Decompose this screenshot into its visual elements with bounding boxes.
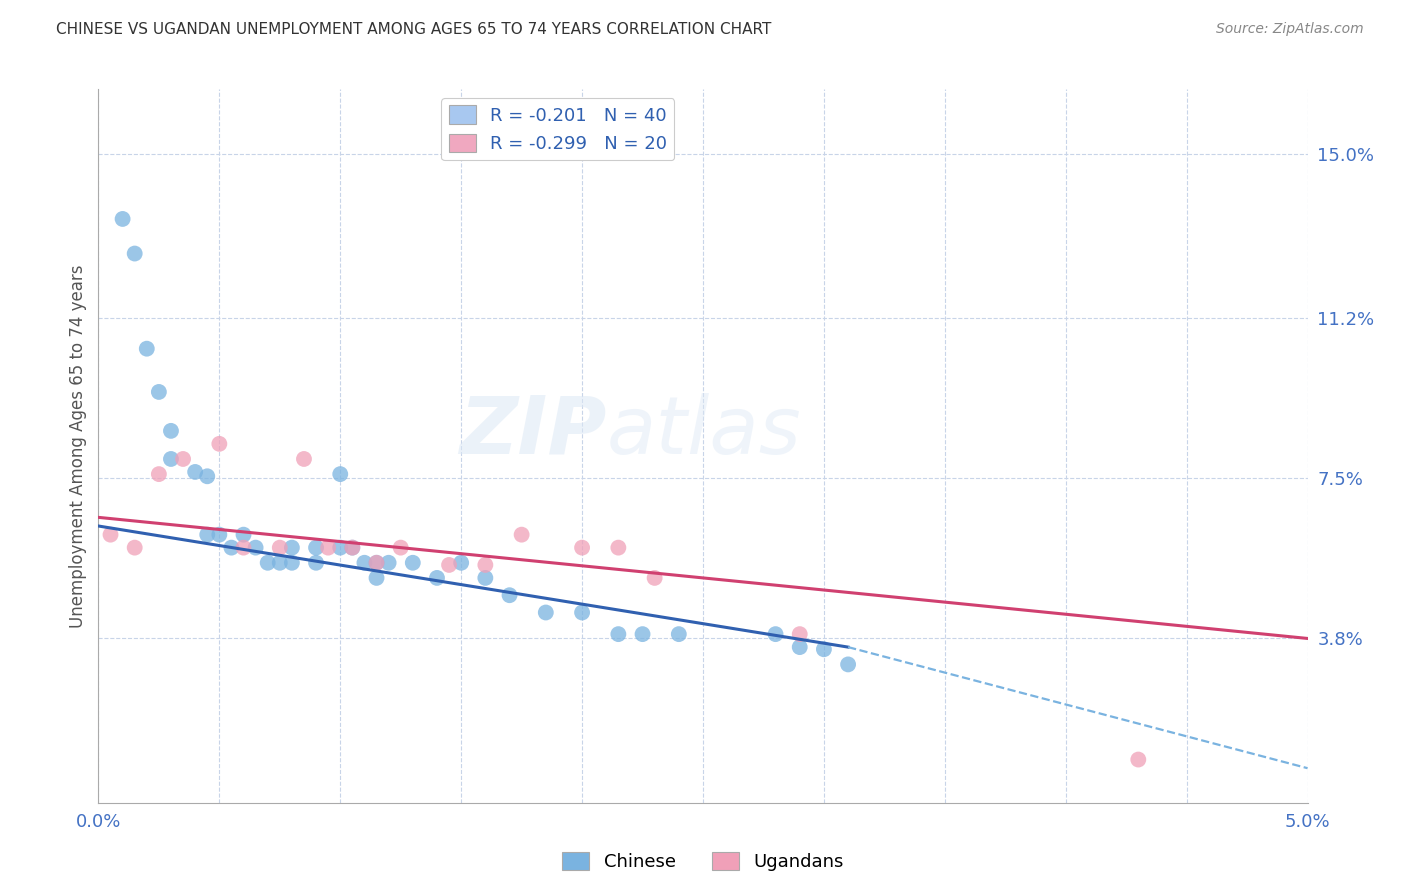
Point bbox=[571, 541, 593, 555]
Point bbox=[668, 627, 690, 641]
Point bbox=[402, 556, 425, 570]
Point bbox=[184, 465, 207, 479]
Point bbox=[160, 424, 183, 438]
Point bbox=[281, 556, 304, 570]
Point bbox=[100, 527, 122, 541]
Point bbox=[426, 571, 449, 585]
Point bbox=[474, 558, 496, 572]
Point bbox=[256, 556, 278, 570]
Text: Source: ZipAtlas.com: Source: ZipAtlas.com bbox=[1216, 22, 1364, 37]
Point bbox=[813, 642, 835, 657]
Point bbox=[221, 541, 243, 555]
Point bbox=[366, 571, 388, 585]
Point bbox=[135, 342, 157, 356]
Point bbox=[377, 556, 399, 570]
Point bbox=[124, 246, 146, 260]
Text: CHINESE VS UGANDAN UNEMPLOYMENT AMONG AGES 65 TO 74 YEARS CORRELATION CHART: CHINESE VS UGANDAN UNEMPLOYMENT AMONG AG… bbox=[56, 22, 772, 37]
Point bbox=[208, 437, 231, 451]
Point bbox=[450, 556, 472, 570]
Y-axis label: Unemployment Among Ages 65 to 74 years: Unemployment Among Ages 65 to 74 years bbox=[69, 264, 87, 628]
Point bbox=[195, 469, 218, 483]
Point bbox=[172, 452, 194, 467]
Point bbox=[232, 527, 254, 541]
Point bbox=[644, 571, 666, 585]
Legend: Chinese, Ugandans: Chinese, Ugandans bbox=[555, 845, 851, 879]
Point bbox=[474, 571, 496, 585]
Point bbox=[208, 527, 231, 541]
Point bbox=[269, 556, 291, 570]
Point bbox=[329, 541, 352, 555]
Point bbox=[631, 627, 654, 641]
Point bbox=[305, 556, 328, 570]
Point bbox=[607, 541, 630, 555]
Legend: R = -0.201   N = 40, R = -0.299   N = 20: R = -0.201 N = 40, R = -0.299 N = 20 bbox=[441, 98, 675, 161]
Point bbox=[148, 467, 170, 482]
Point bbox=[329, 467, 352, 482]
Point bbox=[305, 541, 328, 555]
Point bbox=[148, 384, 170, 399]
Point bbox=[281, 541, 304, 555]
Point bbox=[316, 541, 339, 555]
Point bbox=[342, 541, 364, 555]
Point bbox=[607, 627, 630, 641]
Point bbox=[437, 558, 460, 572]
Point bbox=[269, 541, 291, 555]
Point bbox=[837, 657, 859, 672]
Point bbox=[366, 556, 388, 570]
Point bbox=[124, 541, 146, 555]
Point bbox=[498, 588, 520, 602]
Point bbox=[389, 541, 412, 555]
Point bbox=[160, 452, 183, 467]
Point bbox=[353, 556, 375, 570]
Point bbox=[292, 452, 315, 467]
Point bbox=[534, 606, 557, 620]
Point bbox=[510, 527, 533, 541]
Text: ZIP: ZIP bbox=[458, 392, 606, 471]
Point bbox=[789, 640, 811, 654]
Point bbox=[789, 627, 811, 641]
Point bbox=[195, 527, 218, 541]
Point bbox=[111, 211, 134, 226]
Text: atlas: atlas bbox=[606, 392, 801, 471]
Point bbox=[765, 627, 787, 641]
Point bbox=[232, 541, 254, 555]
Point bbox=[366, 556, 388, 570]
Point bbox=[245, 541, 267, 555]
Point bbox=[1128, 753, 1150, 767]
Point bbox=[342, 541, 364, 555]
Point bbox=[571, 606, 593, 620]
